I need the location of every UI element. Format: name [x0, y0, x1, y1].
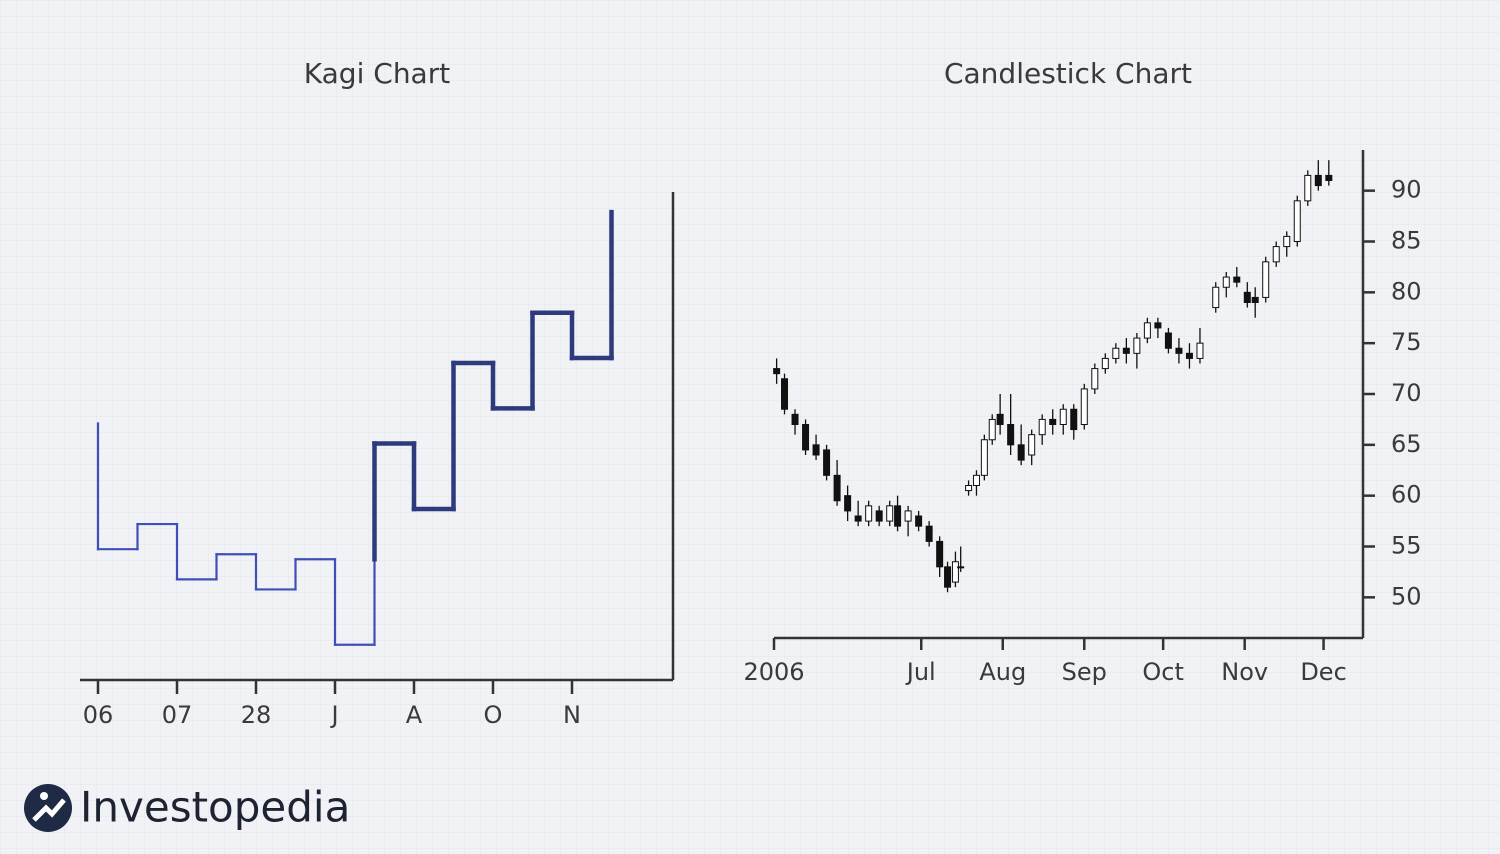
x-tick-label: Nov	[1221, 658, 1268, 686]
candle-body	[802, 424, 810, 451]
candle-body	[781, 378, 789, 410]
y-tick-label: 80	[1391, 277, 1422, 305]
candle-body	[1262, 261, 1270, 298]
candle-body	[988, 418, 996, 441]
candle-body	[773, 368, 781, 375]
candle-body	[1233, 276, 1241, 283]
candle-body	[1314, 174, 1322, 187]
candle-body	[951, 561, 959, 583]
candle-body	[1007, 424, 1015, 446]
x-tick-label: 2006	[743, 658, 804, 686]
x-tick-label: Jul	[905, 658, 936, 686]
candle-body	[865, 505, 873, 522]
candle-body	[1133, 337, 1141, 354]
candle-body	[1059, 408, 1067, 425]
x-tick-label: Oct	[1142, 658, 1184, 686]
logo: Investopedia	[24, 783, 350, 832]
x-tick-label: N	[563, 701, 581, 729]
candle-body	[1293, 200, 1301, 242]
brand: Investopedia	[80, 783, 350, 832]
candle-body	[823, 449, 831, 476]
candle-body	[925, 525, 933, 542]
candle-body	[965, 485, 973, 492]
candle-body	[875, 510, 883, 522]
y-tick-label: 50	[1391, 582, 1422, 610]
y-tick-label: 55	[1391, 532, 1422, 560]
candle-body	[972, 474, 980, 487]
candle-body	[904, 510, 912, 522]
x-tick-label: O	[484, 701, 503, 729]
candle-body	[894, 505, 902, 527]
candle-body	[1243, 291, 1251, 304]
y-tick-label: 65	[1391, 430, 1422, 458]
x-tick-label: Sep	[1062, 658, 1107, 686]
candle-body	[886, 505, 894, 522]
y-tick-label: 70	[1391, 379, 1422, 407]
candle-body	[944, 566, 952, 588]
candle-body	[957, 566, 965, 569]
candle-body	[812, 444, 820, 456]
candle-body	[1080, 388, 1088, 425]
candle-body	[1196, 342, 1204, 359]
candle-body	[1325, 174, 1333, 182]
candle-body	[936, 540, 944, 568]
candle-body	[1112, 347, 1120, 359]
x-tick-label: 07	[162, 701, 193, 729]
candle-body	[1304, 174, 1312, 202]
candle-body	[915, 515, 923, 527]
candle-body	[1143, 322, 1151, 339]
candle-body	[1049, 418, 1057, 425]
chart-title: Candlestick Chart	[944, 57, 1192, 90]
candle-body	[854, 515, 862, 522]
candle-body	[1017, 444, 1025, 461]
candle-body	[1101, 357, 1109, 370]
candle-body	[1122, 347, 1130, 354]
x-tick-label: A	[406, 701, 423, 729]
candle-body	[833, 474, 841, 502]
candle-body	[1283, 235, 1291, 248]
candle-body	[1154, 322, 1162, 329]
candle-body	[1028, 434, 1036, 456]
candle-body	[844, 495, 852, 512]
y-tick-label: 90	[1391, 176, 1422, 204]
candle-body	[791, 413, 799, 426]
candle-body	[980, 439, 988, 476]
candle-body	[1251, 296, 1259, 303]
candle-body	[1222, 276, 1230, 288]
candle-body	[1185, 352, 1193, 359]
x-tick-label: Dec	[1300, 658, 1346, 686]
logo-mark	[32, 798, 66, 822]
candle-body	[1272, 246, 1280, 263]
candle-body	[996, 413, 1004, 426]
x-tick-label: J	[329, 701, 338, 729]
y-tick-label: 85	[1391, 227, 1422, 255]
candle-body	[1212, 286, 1220, 309]
y-tick-label: 75	[1391, 328, 1422, 356]
candle-body	[1038, 418, 1046, 436]
candle-body	[1070, 408, 1078, 431]
x-tick-label: 28	[241, 701, 272, 729]
candle-body	[1164, 332, 1172, 349]
candle-body	[1175, 347, 1183, 354]
x-tick-label: 06	[83, 701, 114, 729]
logo-dot	[40, 792, 48, 800]
x-tick-label: Aug	[979, 658, 1026, 686]
candle-body	[1091, 368, 1099, 390]
y-tick-label: 60	[1391, 481, 1422, 509]
chart-title: Kagi Chart	[304, 57, 450, 90]
